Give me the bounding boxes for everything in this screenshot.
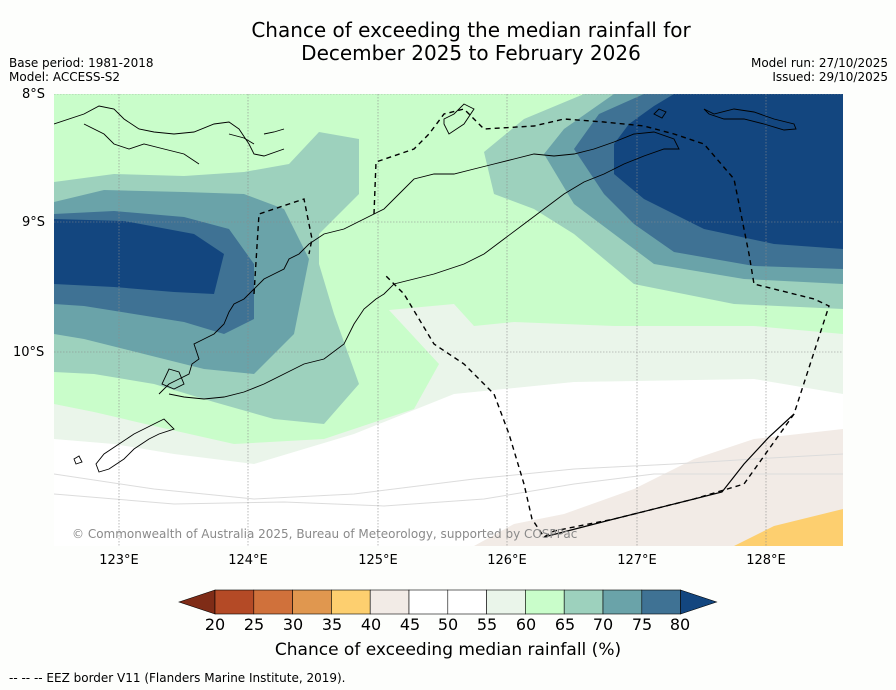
cb-tick: 60 [515,615,537,634]
cb-tick: 80 [669,615,691,634]
colorbar-swatch [447,589,487,615]
copyright-notice: © Commonwealth of Australia 2025, Bureau… [72,527,578,541]
lat-label-8s: 8°S [22,87,46,102]
land-border [543,413,795,538]
lat-label-10s: 10°S [13,345,45,360]
colorbar-swatch [408,589,449,615]
colorbar-swatch [602,589,643,615]
eez-legend-note: -- -- -- EEZ border V11 (Flanders Marine… [9,671,346,685]
map-title: Chance of exceeding the median rainfall … [0,19,896,65]
colorbar-swatch [292,589,332,615]
contour-80-plus-east [614,94,843,249]
colorbar-label: Chance of exceeding median rainfall (%) [274,640,622,660]
colorbar-extend-low [178,589,216,615]
contour-40-45 [474,429,843,546]
cb-tick: 55 [476,615,498,634]
model-run: Model run: 27/10/2025 [750,56,888,70]
meta-right: Model run: 27/10/2025 Issued: 29/10/2025 [751,56,888,84]
lon-label-123e: 123°E [99,553,139,568]
cb-tick: 20 [204,615,226,634]
colorbar-swatch [253,589,293,615]
colorbar-swatch [331,589,371,615]
colorbar-swatch [525,589,565,615]
graticule [54,94,843,546]
lat-label-9s: 9°S [22,215,46,230]
model-name: Model: ACCESS-S2 [9,70,121,84]
contour-line-50 [54,453,843,500]
cb-tick: 65 [554,615,576,634]
colorbar-swatch [641,589,681,615]
rainfall-map [54,94,843,546]
eez-border [253,198,313,295]
eez-border-east [373,108,830,538]
colorbar-swatch [486,589,526,615]
title-line-1: Chance of exceeding the median rainfall … [251,18,691,42]
cb-tick: 40 [360,615,382,634]
cb-tick: 45 [399,615,421,634]
cb-tick: 35 [321,615,343,634]
base-period: Base period: 1981-2018 [9,56,154,70]
contour-80-plus [54,219,224,294]
lon-label-124e: 124°E [228,553,268,568]
cb-tick: 70 [592,615,614,634]
cb-tick: 50 [437,615,459,634]
contour-35-40 [734,509,843,546]
title-line-2: December 2025 to February 2026 [301,41,641,65]
lon-label-127e: 127°E [617,553,657,568]
colorbar-extend-high [680,589,718,615]
meta-left: Base period: 1981-2018 Model: ACCESS-S2 [9,56,154,84]
colorbar-swatch [369,589,410,615]
cb-tick: 30 [282,615,304,634]
lon-label-128e: 128°E [746,553,786,568]
colorbar [178,589,718,615]
cb-tick: 25 [243,615,265,634]
issued-date: Issued: 29/10/2025 [772,70,888,84]
colorbar-swatch [563,589,604,615]
coastlines [54,103,797,473]
lon-label-125e: 125°E [358,553,398,568]
contour-line-45 [54,473,843,507]
lon-label-126e: 126°E [487,553,527,568]
cb-tick: 75 [631,615,653,634]
colorbar-swatch [214,589,255,615]
